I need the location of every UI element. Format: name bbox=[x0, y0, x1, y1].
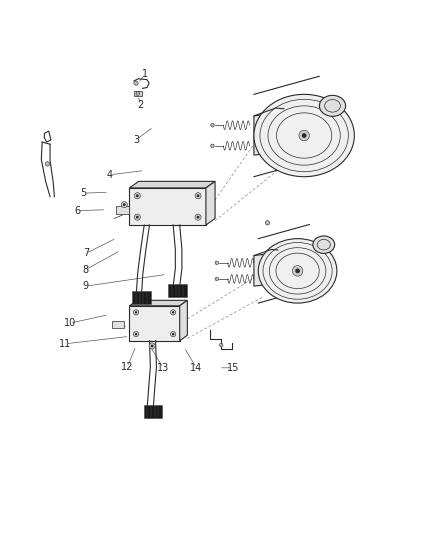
Circle shape bbox=[211, 144, 214, 148]
Circle shape bbox=[302, 133, 307, 138]
Text: 6: 6 bbox=[74, 206, 80, 216]
Circle shape bbox=[134, 310, 139, 315]
Text: 1: 1 bbox=[142, 69, 148, 79]
Circle shape bbox=[134, 214, 141, 220]
Text: 7: 7 bbox=[83, 248, 89, 259]
Circle shape bbox=[123, 203, 126, 206]
Circle shape bbox=[299, 130, 309, 141]
Circle shape bbox=[197, 195, 199, 197]
Text: 14: 14 bbox=[190, 363, 202, 373]
Polygon shape bbox=[254, 250, 297, 286]
Bar bbox=[130, 306, 180, 341]
Polygon shape bbox=[180, 300, 187, 341]
Circle shape bbox=[45, 161, 49, 166]
Ellipse shape bbox=[254, 94, 354, 176]
Text: 15: 15 bbox=[227, 363, 239, 373]
Circle shape bbox=[295, 269, 300, 273]
Text: 12: 12 bbox=[121, 362, 134, 372]
Polygon shape bbox=[254, 109, 308, 155]
Ellipse shape bbox=[258, 239, 337, 303]
Bar bbox=[168, 284, 187, 297]
Text: 5: 5 bbox=[81, 188, 87, 198]
Circle shape bbox=[215, 261, 219, 264]
Circle shape bbox=[172, 311, 174, 313]
Circle shape bbox=[134, 332, 139, 337]
Circle shape bbox=[170, 310, 176, 315]
Bar bbox=[130, 188, 206, 225]
Circle shape bbox=[134, 81, 138, 85]
Circle shape bbox=[219, 343, 223, 347]
Text: 4: 4 bbox=[107, 170, 113, 180]
Text: 9: 9 bbox=[83, 281, 89, 291]
Circle shape bbox=[170, 332, 176, 337]
Circle shape bbox=[136, 92, 140, 95]
Text: 8: 8 bbox=[83, 264, 89, 274]
Circle shape bbox=[136, 216, 139, 219]
Bar bbox=[144, 405, 162, 418]
Circle shape bbox=[195, 214, 201, 220]
Polygon shape bbox=[130, 181, 215, 188]
Text: 2: 2 bbox=[137, 100, 144, 110]
Circle shape bbox=[149, 343, 155, 349]
Circle shape bbox=[134, 193, 141, 199]
Circle shape bbox=[292, 265, 303, 276]
Text: 3: 3 bbox=[133, 135, 139, 145]
Polygon shape bbox=[130, 300, 187, 306]
Circle shape bbox=[215, 277, 219, 281]
Bar bbox=[112, 321, 124, 328]
Text: 10: 10 bbox=[64, 318, 76, 328]
Ellipse shape bbox=[319, 95, 346, 116]
Circle shape bbox=[195, 193, 201, 199]
Circle shape bbox=[197, 216, 199, 219]
Bar bbox=[132, 292, 151, 304]
Polygon shape bbox=[206, 181, 215, 225]
Circle shape bbox=[135, 333, 137, 335]
Circle shape bbox=[151, 345, 153, 348]
Ellipse shape bbox=[313, 236, 335, 253]
Circle shape bbox=[121, 201, 127, 208]
Circle shape bbox=[211, 124, 214, 127]
Bar bbox=[134, 91, 142, 96]
Text: 13: 13 bbox=[157, 363, 169, 373]
Circle shape bbox=[136, 195, 139, 197]
Circle shape bbox=[172, 333, 174, 335]
Text: 11: 11 bbox=[59, 339, 71, 349]
Bar bbox=[117, 206, 129, 214]
Circle shape bbox=[135, 311, 137, 313]
Circle shape bbox=[265, 221, 270, 225]
